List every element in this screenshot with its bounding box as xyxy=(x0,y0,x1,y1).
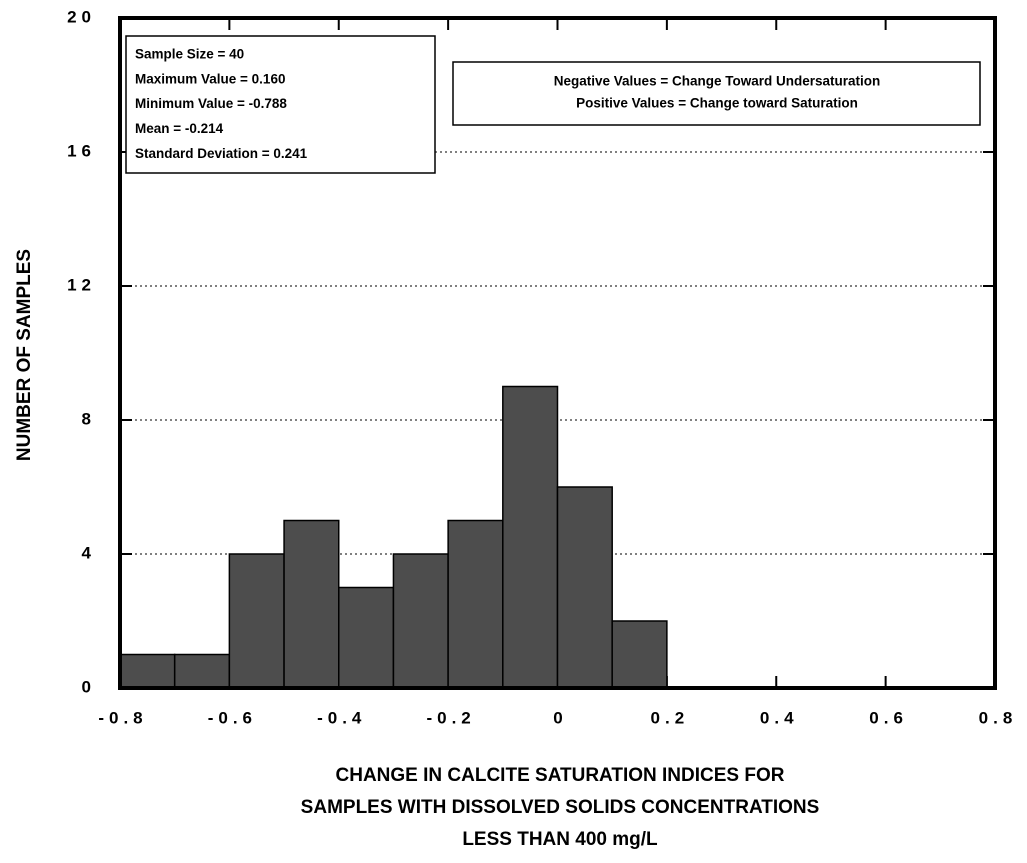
x-tick-label: -0.2 xyxy=(426,708,475,727)
x-tick-label: 0 xyxy=(553,708,567,727)
stats-line: Standard Deviation = 0.241 xyxy=(135,146,308,161)
bar xyxy=(228,553,285,689)
x-tick-label: -0.8 xyxy=(98,708,147,727)
plot-frame xyxy=(118,16,997,690)
x-tick-label: 0.6 xyxy=(869,708,908,727)
y-tick-label: 16 xyxy=(67,141,96,160)
x-axis-title: LESS THAN 400 mg/L xyxy=(462,829,658,850)
y-tick-label: 4 xyxy=(82,543,96,562)
bar xyxy=(283,519,340,689)
bar xyxy=(556,486,613,689)
x-tick-label: 0.4 xyxy=(760,708,799,727)
x-axis-title: SAMPLES WITH DISSOLVED SOLIDS CONCENTRAT… xyxy=(301,797,820,818)
x-tick-label: -0.4 xyxy=(317,708,366,727)
y-axis-title: NUMBER OF SAMPLES xyxy=(14,249,35,461)
bar xyxy=(447,519,504,689)
x-axis-title: CHANGE IN CALCITE SATURATION INDICES FOR xyxy=(336,765,785,786)
stats-line: Maximum Value = 0.160 xyxy=(135,71,285,86)
x-tick-label: 0.8 xyxy=(979,708,1018,727)
y-tick-label: 8 xyxy=(82,409,96,428)
x-tick-label: 0.2 xyxy=(651,708,690,727)
legend-line: Positive Values = Change toward Saturati… xyxy=(576,96,858,111)
stats-box xyxy=(125,35,436,174)
legend-line: Negative Values = Change Toward Undersat… xyxy=(554,74,880,89)
y-tick-label: 12 xyxy=(67,275,96,294)
plot xyxy=(118,16,997,690)
bar xyxy=(338,586,395,689)
bar xyxy=(502,385,559,689)
stats-line: Mean = -0.214 xyxy=(135,121,224,136)
stats-line: Sample Size = 40 xyxy=(135,47,244,62)
bar xyxy=(173,653,231,689)
bar xyxy=(611,620,668,689)
y-tick-label: 20 xyxy=(67,7,96,26)
x-tick-label: -0.6 xyxy=(208,708,257,727)
bar xyxy=(119,653,176,689)
bar xyxy=(392,553,449,689)
y-tick-label: 0 xyxy=(82,677,96,696)
stats-line: Minimum Value = -0.788 xyxy=(135,96,287,111)
legend-box xyxy=(452,61,981,126)
